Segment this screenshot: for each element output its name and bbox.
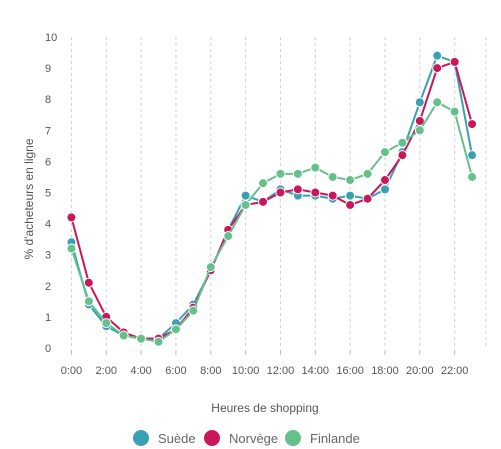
series-1 <box>66 56 478 344</box>
data-point <box>205 262 216 273</box>
data-point <box>240 190 251 201</box>
x-tick-label: 10:00 <box>232 365 260 377</box>
data-point <box>467 150 478 161</box>
legend-label: Norvège <box>229 431 278 446</box>
data-point <box>66 212 77 223</box>
x-tick-label: 20:00 <box>406 365 434 377</box>
data-point <box>83 296 94 307</box>
data-point <box>345 199 356 210</box>
y-tick-label: 6 <box>45 156 51 168</box>
legend-item[interactable]: Norvège <box>204 430 278 446</box>
x-tick-label: 12:00 <box>267 365 295 377</box>
data-point <box>275 168 286 179</box>
data-point <box>432 97 443 108</box>
data-point <box>292 184 303 195</box>
data-point <box>327 171 338 182</box>
data-point <box>432 63 443 74</box>
legend-marker <box>285 430 301 446</box>
data-point <box>240 199 251 210</box>
data-point <box>258 178 269 189</box>
x-tick-label: 8:00 <box>200 365 221 377</box>
y-tick-label: 2 <box>45 281 51 293</box>
data-point <box>397 137 408 148</box>
data-point <box>66 243 77 254</box>
data-point <box>467 171 478 182</box>
x-tick-label: 0:00 <box>61 365 82 377</box>
x-tick-label: 2:00 <box>96 365 117 377</box>
grid <box>70 37 487 348</box>
data-point <box>292 168 303 179</box>
x-tick-label: 16:00 <box>336 365 364 377</box>
data-point <box>275 187 286 198</box>
data-point <box>379 147 390 158</box>
data-point <box>170 324 181 335</box>
data-point <box>101 318 112 329</box>
data-point <box>345 190 356 201</box>
data-point <box>379 184 390 195</box>
data-point <box>397 150 408 161</box>
legend-marker <box>133 430 149 446</box>
x-tick-label: 18:00 <box>371 365 399 377</box>
data-point <box>258 196 269 207</box>
legend-marker <box>204 430 220 446</box>
y-tick-label: 3 <box>45 250 51 262</box>
legend-item[interactable]: Finlande <box>285 430 360 446</box>
series-line <box>70 60 474 340</box>
x-axis-ticks: 0:00 2:00 4:00 6:00 8:00 10:00 12:00 14:00 16:00… <box>61 350 469 377</box>
y-axis-ticks: 0 1 2 3 4 5 6 7 8 9 10 <box>45 32 57 355</box>
y-tick-label: 10 <box>45 32 57 44</box>
data-point <box>449 56 460 67</box>
y-axis-title: % d'acheteurs en ligne <box>22 138 36 259</box>
data-point <box>223 231 234 242</box>
series-2 <box>66 97 478 347</box>
y-tick-label: 4 <box>45 219 51 231</box>
data-point <box>310 162 321 173</box>
data-point <box>414 125 425 136</box>
data-point <box>362 168 373 179</box>
x-tick-label: 6:00 <box>165 365 186 377</box>
y-tick-label: 5 <box>45 188 51 200</box>
x-axis-title: Heures de shopping <box>211 401 318 415</box>
data-point <box>379 175 390 186</box>
data-point <box>310 187 321 198</box>
data-point <box>467 119 478 130</box>
data-point <box>327 190 338 201</box>
series-group <box>66 50 478 347</box>
data-point <box>362 193 373 204</box>
legend: Suède Norvège Finlande <box>133 430 360 446</box>
y-tick-label: 9 <box>45 63 51 75</box>
legend-label: Finlande <box>310 431 360 446</box>
y-tick-label: 0 <box>45 343 51 355</box>
x-tick-label: 14:00 <box>302 365 330 377</box>
data-point <box>414 97 425 108</box>
data-point <box>136 333 147 344</box>
data-point <box>188 305 199 316</box>
y-tick-label: 8 <box>45 94 51 106</box>
data-point <box>118 330 129 341</box>
data-point <box>83 277 94 288</box>
data-point <box>345 175 356 186</box>
data-point <box>153 336 164 347</box>
x-tick-label: 22:00 <box>441 365 469 377</box>
legend-label: Suède <box>158 431 196 446</box>
y-tick-label: 7 <box>45 125 51 137</box>
x-tick-label: 4:00 <box>130 365 151 377</box>
data-point <box>432 50 443 61</box>
data-point <box>449 106 460 117</box>
y-tick-label: 1 <box>45 312 51 324</box>
legend-item[interactable]: Suède <box>133 430 196 446</box>
